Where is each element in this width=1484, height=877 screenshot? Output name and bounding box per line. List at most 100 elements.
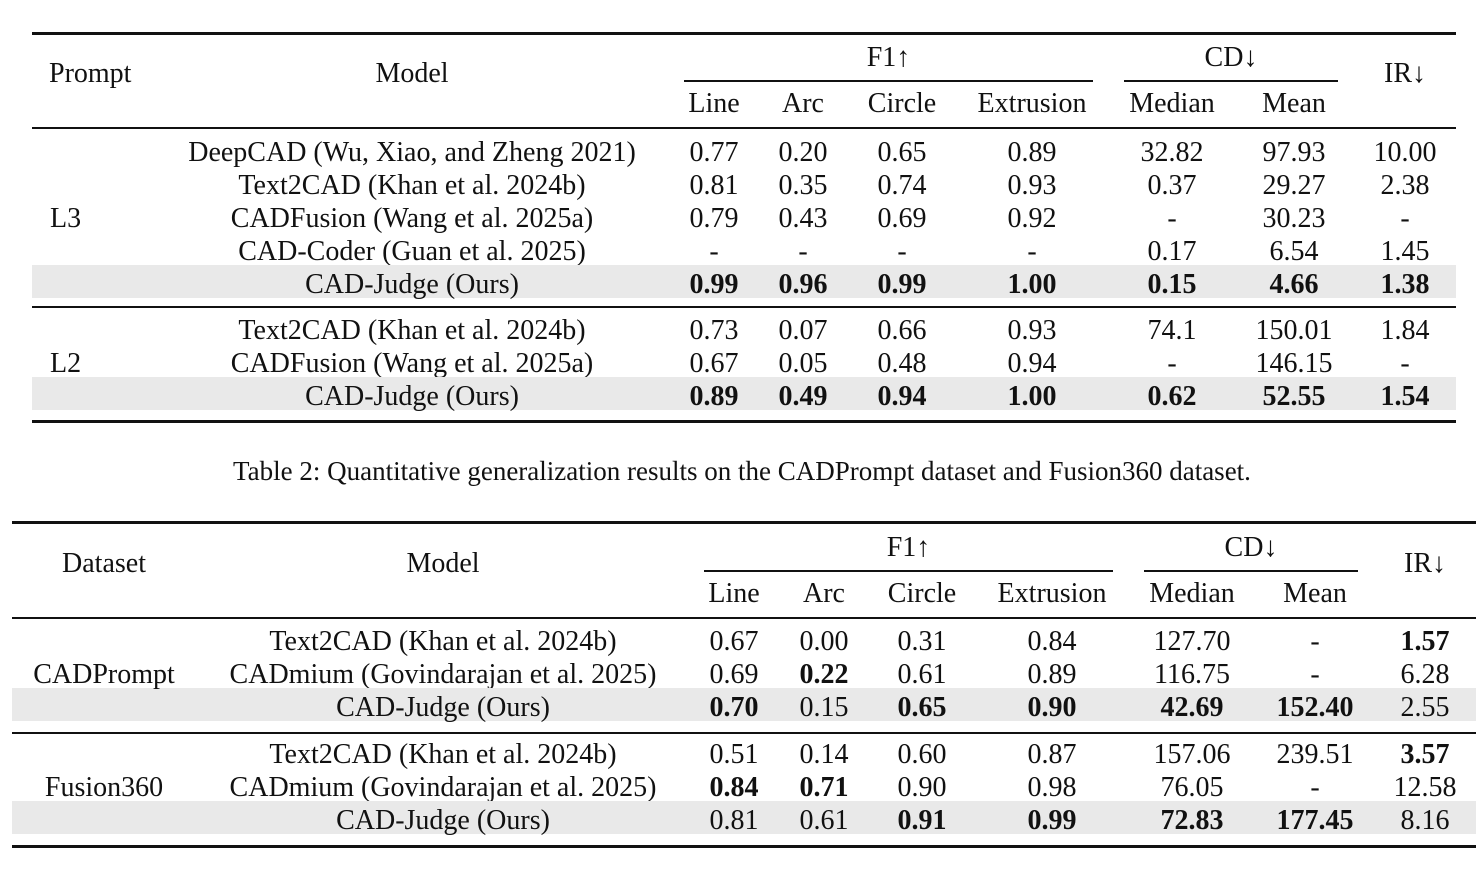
table-cell: 0.71 [799, 772, 849, 803]
header-extrusion: Extrusion [997, 578, 1107, 609]
table-cell: 0.92 [1007, 203, 1057, 234]
table-cell: 0.90 [897, 772, 947, 803]
header-first-column: Prompt [49, 58, 132, 89]
table-cell: 97.93 [1262, 137, 1326, 168]
table-cell: 0.35 [778, 170, 828, 201]
table-cell: 29.27 [1262, 170, 1326, 201]
bottom-rule [32, 420, 1456, 423]
header-extrusion: Extrusion [977, 88, 1087, 119]
table-cell: 12.58 [1393, 772, 1457, 803]
table-cell: 1.54 [1380, 381, 1430, 412]
table-cell: 127.70 [1153, 626, 1231, 657]
table-caption: Table 2: Quantitative generalization res… [233, 456, 1251, 486]
table-cell: 76.05 [1160, 772, 1224, 803]
table-cell: 0.73 [689, 315, 739, 346]
table-cell: 0.51 [709, 739, 759, 770]
table-cell: 0.49 [778, 381, 828, 412]
header-cd: CD↓ [1224, 532, 1278, 563]
header-arc: Arc [782, 88, 824, 119]
group-divider-rule [12, 732, 1476, 734]
header-model: Model [406, 548, 480, 579]
table-cell: 52.55 [1262, 381, 1326, 412]
table-cell: 6.54 [1269, 236, 1319, 267]
table-cell: 0.31 [897, 626, 947, 657]
table-cell: 0.48 [877, 348, 927, 379]
table-cell: 0.79 [689, 203, 739, 234]
model-name: CAD-Judge (Ours) [336, 805, 550, 836]
table-cell: 8.16 [1400, 805, 1450, 836]
header-mean: Mean [1283, 578, 1347, 609]
table-cell: - [1310, 772, 1320, 803]
model-name: CAD-Judge (Ours) [305, 269, 519, 300]
table-cell: 0.87 [1027, 739, 1077, 770]
header-line: Line [708, 578, 760, 609]
header-f1: F1↑ [866, 42, 911, 73]
table-cell: 0.99 [1027, 805, 1077, 836]
table-cell: - [1310, 659, 1320, 690]
model-name: Text2CAD (Khan et al. 2024b) [269, 739, 617, 770]
table-cell: 72.83 [1160, 805, 1224, 836]
table-cell: 0.65 [877, 137, 927, 168]
table-cell: 1.45 [1380, 236, 1430, 267]
table-cell: 0.69 [709, 659, 759, 690]
model-name: CADmium (Govindarajan et al. 2025) [229, 659, 657, 690]
table-cell: 1.84 [1380, 315, 1430, 346]
header-median: Median [1129, 88, 1215, 119]
table-cell: 0.20 [778, 137, 828, 168]
header-circle: Circle [867, 88, 937, 119]
table-cell: 0.89 [689, 381, 739, 412]
header-first-column: Dataset [62, 548, 146, 579]
group-label: L2 [50, 348, 82, 379]
model-name: CAD-Judge (Ours) [305, 381, 519, 412]
table-cell: 150.01 [1255, 315, 1333, 346]
model-name: CADFusion (Wang et al. 2025a) [230, 203, 594, 234]
header-rule [12, 617, 1476, 619]
group-label: CADPrompt [33, 659, 175, 690]
table-cell: 1.57 [1400, 626, 1450, 657]
table-cell: 0.61 [799, 805, 849, 836]
table-cell: 32.82 [1140, 137, 1204, 168]
table-cell: 4.66 [1269, 269, 1319, 300]
table-cell: 0.22 [799, 659, 849, 690]
table-cell: 6.28 [1400, 659, 1450, 690]
highlight-row [32, 265, 1456, 298]
header-model: Model [375, 58, 449, 89]
header-line: Line [688, 88, 740, 119]
table-cell: - [1400, 203, 1410, 234]
table-cell: 2.55 [1400, 692, 1450, 723]
table-cell: 0.00 [799, 626, 849, 657]
table-cell: 0.93 [1007, 315, 1057, 346]
table-cell: 152.40 [1276, 692, 1354, 723]
table-cell: 0.96 [778, 269, 828, 300]
table-cell: - [709, 236, 719, 267]
table-cell: - [1310, 626, 1320, 657]
table-cell: 0.94 [1007, 348, 1057, 379]
table-cell: 1.00 [1007, 381, 1057, 412]
model-name: Text2CAD (Khan et al. 2024b) [238, 170, 586, 201]
model-name: CAD-Coder (Guan et al. 2025) [238, 236, 586, 267]
table-cell: 239.51 [1276, 739, 1354, 770]
table-cell: 0.70 [709, 692, 759, 723]
table-cell: 3.57 [1400, 739, 1450, 770]
table-cell: 0.67 [689, 348, 739, 379]
table-cell: 0.91 [897, 805, 947, 836]
table-cell: 1.38 [1380, 269, 1430, 300]
model-name: CADmium (Govindarajan et al. 2025) [229, 772, 657, 803]
table-cell: 146.15 [1255, 348, 1333, 379]
bottom-rule [12, 845, 1476, 848]
model-name: DeepCAD (Wu, Xiao, and Zheng 2021) [188, 137, 636, 168]
header-f1: F1↑ [886, 532, 931, 563]
table-cell: 157.06 [1153, 739, 1231, 770]
table-cell: 0.81 [709, 805, 759, 836]
table-cell: 30.23 [1262, 203, 1326, 234]
table-cell: 0.05 [778, 348, 828, 379]
table-cell: 0.90 [1027, 692, 1077, 723]
table-cell: 0.89 [1007, 137, 1057, 168]
table-cell: 0.61 [897, 659, 947, 690]
highlight-row [12, 801, 1476, 834]
model-name: Text2CAD (Khan et al. 2024b) [269, 626, 617, 657]
top-rule [32, 32, 1456, 35]
model-name: CAD-Judge (Ours) [336, 692, 550, 723]
table-cell: 116.75 [1154, 659, 1230, 690]
table-cell: - [1400, 348, 1410, 379]
